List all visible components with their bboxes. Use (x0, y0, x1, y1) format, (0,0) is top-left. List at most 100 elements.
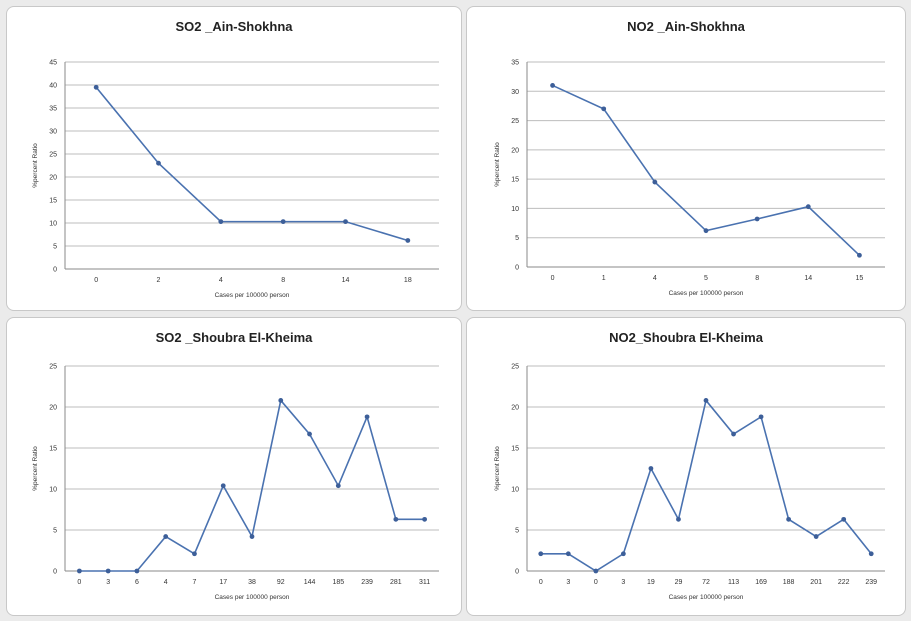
y-tick-label: 15 (49, 446, 57, 453)
x-tick-label: 311 (419, 579, 430, 586)
x-tick-label: 222 (838, 579, 850, 586)
y-tick-label: 5 (515, 528, 519, 535)
data-point (648, 466, 654, 471)
x-tick-label: 38 (248, 579, 256, 586)
data-point (156, 160, 161, 166)
y-tick-label: 35 (511, 60, 519, 67)
data-point (335, 483, 341, 489)
x-tick-label: 92 (277, 579, 285, 586)
data-point (364, 414, 370, 420)
x-tick-label: 144 (304, 579, 316, 586)
y-tick-label: 10 (511, 206, 519, 213)
y-tick-label: 0 (515, 569, 519, 576)
x-tick-label: 17 (219, 579, 227, 586)
data-point (601, 106, 607, 112)
x-tick-label: 0 (94, 277, 98, 284)
x-tick-label: 0 (539, 579, 543, 586)
y-tick-label: 15 (49, 198, 57, 205)
x-tick-label: 8 (281, 277, 285, 284)
y-tick-label: 10 (49, 221, 57, 228)
data-point (758, 414, 764, 420)
data-point (278, 398, 284, 403)
x-tick-label: 19 (647, 579, 655, 586)
data-point (731, 431, 736, 437)
data-point (307, 431, 312, 437)
y-axis-title: %percent Ratio (32, 446, 39, 491)
x-tick-label: 113 (728, 579, 739, 586)
y-tick-label: 25 (511, 118, 519, 125)
y-tick-label: 30 (49, 129, 57, 136)
x-tick-label: 4 (164, 579, 168, 586)
data-point (652, 179, 658, 185)
x-tick-label: 239 (865, 579, 877, 586)
data-point (134, 568, 140, 574)
data-point (280, 219, 286, 225)
data-point (703, 398, 709, 403)
x-tick-label: 0 (77, 579, 81, 586)
series-line (540, 398, 872, 572)
x-tick-label: 1 (602, 275, 606, 282)
x-tick-label: 29 (675, 579, 683, 586)
x-axis-title: Cases per 100000 person (669, 290, 744, 297)
data-point (220, 483, 226, 489)
x-axis-title: Cases per 100000 person (669, 594, 744, 601)
x-tick-label: 8 (755, 275, 759, 282)
x-tick-label: 169 (755, 579, 767, 586)
series-line (79, 398, 425, 572)
y-tick-label: 5 (53, 528, 57, 535)
chart-panel-no2-ain-shokhna: NO2 _Ain-Shokhna 0 5 10 15 20 25 30 35 0 1 4 5 8 14 15… (466, 6, 906, 311)
chart-panel-so2-ain-shokhna: SO2 _Ain-Shokhna 0 5 10 15 20 25 30 35 40 45 0 2 4 8 1… (6, 6, 462, 311)
data-point (676, 516, 681, 522)
chart-title: NO2 _Ain-Shokhna (627, 19, 745, 34)
y-tick-label: 0 (515, 265, 519, 272)
chart-title: NO2_Shoubra El-Kheima (609, 330, 763, 345)
x-tick-label: 281 (390, 579, 402, 586)
y-tick-label: 5 (53, 244, 57, 251)
x-tick-label: 14 (342, 277, 350, 284)
x-tick-label: 3 (566, 579, 570, 586)
data-point (786, 516, 792, 522)
y-tick-label: 0 (53, 569, 57, 576)
x-tick-label: 6 (135, 579, 139, 586)
data-point (405, 238, 411, 243)
y-tick-label: 10 (511, 487, 519, 494)
data-point (538, 551, 544, 557)
y-tick-label: 20 (511, 405, 519, 412)
x-tick-label: 4 (219, 277, 223, 284)
data-point (343, 219, 348, 225)
y-tick-label: 0 (53, 267, 57, 274)
data-point (841, 516, 847, 522)
chart-panel-so2-shoubra: SO2 _Shoubra El-Kheima 0 5 10 15 20 25 0 3 6 4 7 17… (6, 317, 462, 616)
data-point (620, 551, 626, 557)
data-point (218, 219, 224, 225)
x-tick-label: 18 (404, 277, 412, 284)
x-tick-label: 4 (653, 275, 657, 282)
x-tick-label: 0 (551, 275, 555, 282)
data-point (703, 228, 709, 234)
data-point (422, 516, 428, 522)
data-point (805, 204, 811, 210)
x-tick-label: 7 (193, 579, 197, 586)
data-point (868, 551, 874, 557)
line-chart: 0 5 10 15 20 25 0 3 6 4 7 17 38 92 144 185 239 281 311 Case… (32, 364, 439, 601)
y-axis-title: %percent Ratio (494, 446, 501, 491)
data-point (76, 568, 82, 574)
y-tick-label: 20 (511, 147, 519, 154)
x-tick-label: 239 (361, 579, 373, 586)
data-point (550, 83, 555, 88)
x-tick-label: 185 (332, 579, 344, 586)
x-tick-label: 3 (106, 579, 110, 586)
chart-title: SO2 _Ain-Shokhna (175, 19, 293, 34)
y-tick-label: 25 (511, 364, 519, 371)
x-tick-label: 5 (704, 275, 708, 282)
y-tick-label: 20 (49, 175, 57, 182)
x-tick-label: 14 (804, 275, 812, 282)
y-tick-label: 25 (49, 364, 57, 371)
x-tick-label: 188 (783, 579, 795, 586)
x-axis-title: Cases per 100000 person (215, 292, 290, 299)
x-axis-title: Cases per 100000 person (215, 594, 290, 601)
line-chart: 0 5 10 15 20 25 0 3 0 3 19 29 72 113 169 188 201 222 239 Ca… (494, 364, 885, 601)
x-tick-label: 0 (594, 579, 598, 586)
line-chart: 0 5 10 15 20 25 30 35 40 45 0 2 4 8 14 18 Cases per 1000… (32, 60, 439, 299)
